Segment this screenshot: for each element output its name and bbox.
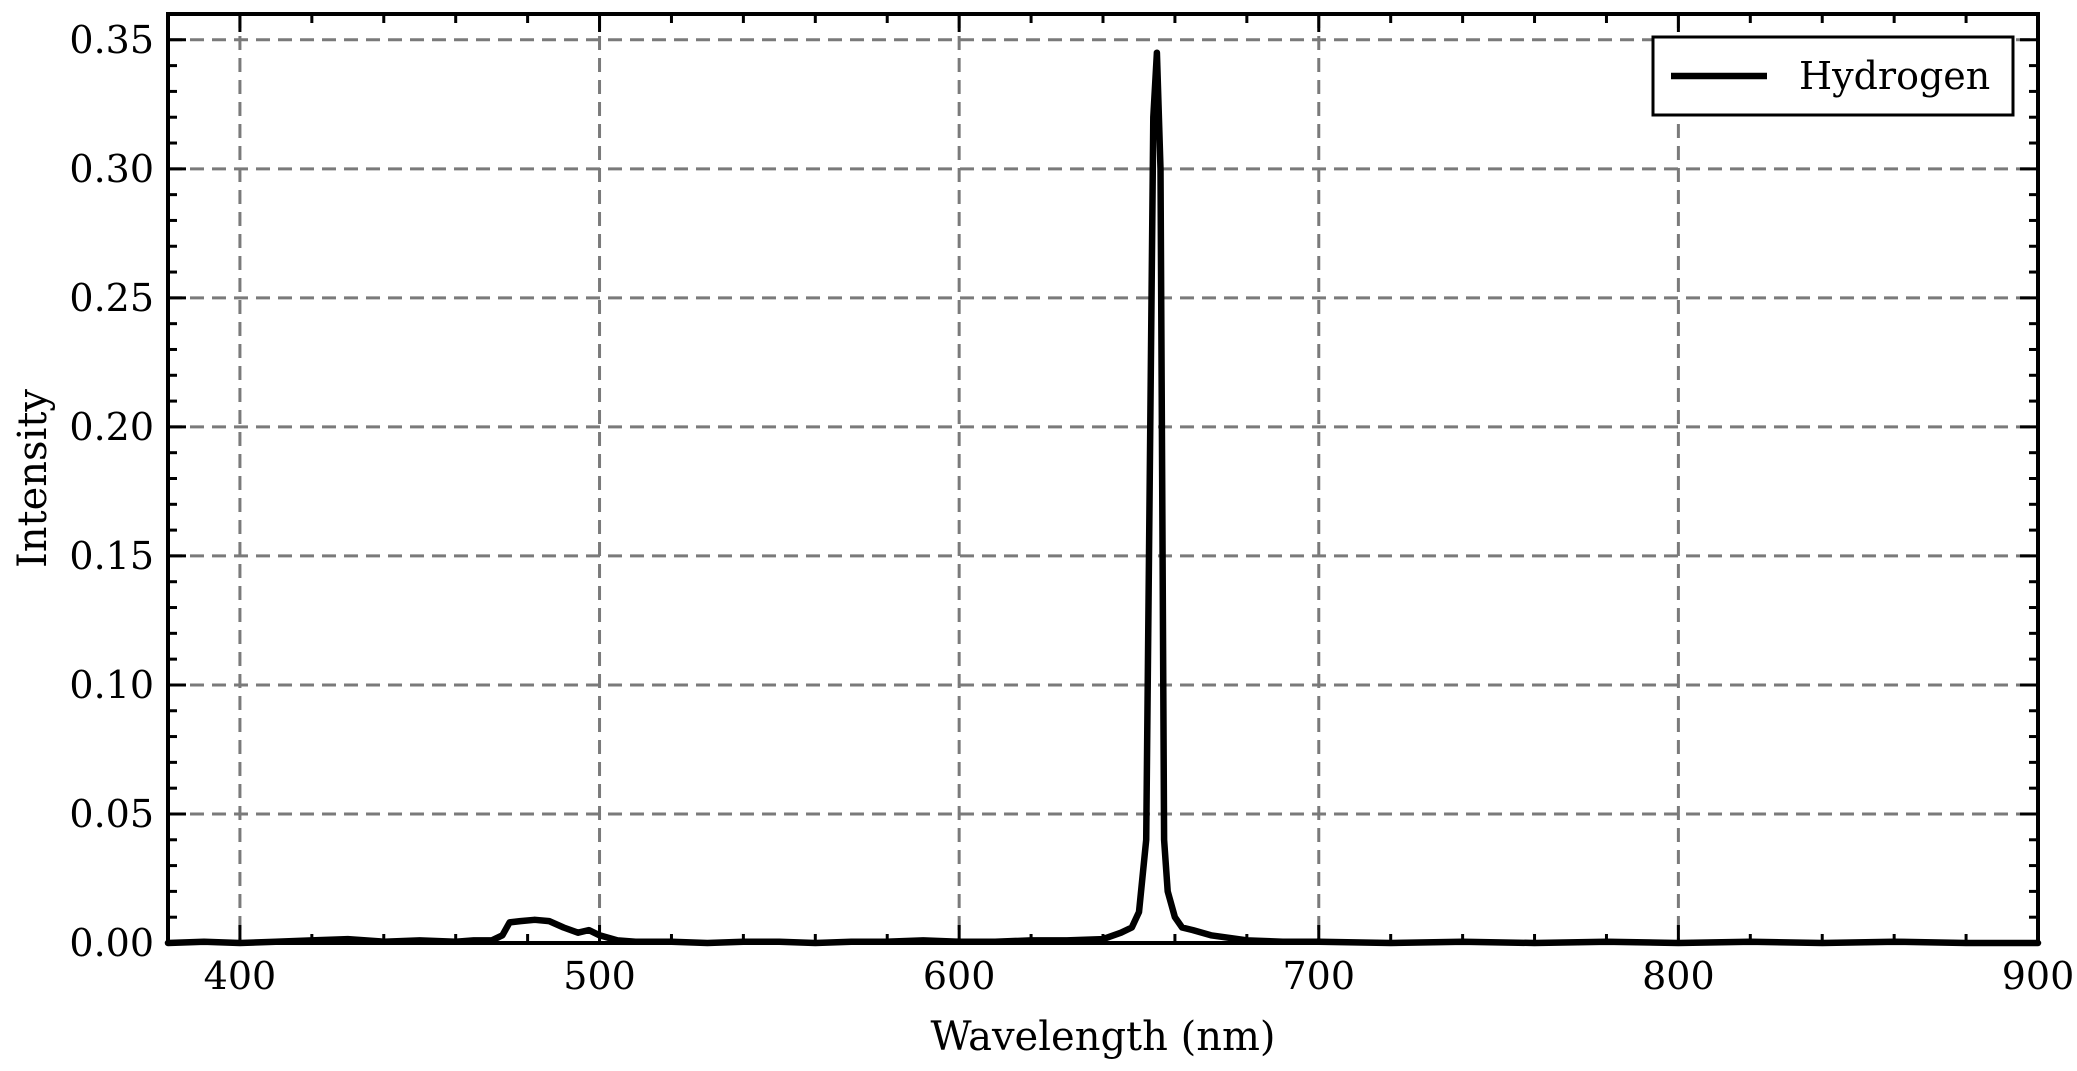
series-layer [164,49,2042,947]
x-axis-label: Wavelength (nm) [930,1014,1275,1060]
x-tick-label: 500 [563,954,636,998]
grid-lines [168,14,2038,943]
x-tick-labels: 400 500 600 700 800 900 [204,954,2075,998]
y-tick-label: 0.20 [69,405,154,449]
y-tick-label: 0.10 [69,663,154,707]
axis-ticks [166,12,2040,945]
x-tick-label: 700 [1283,954,1356,998]
x-tick-label: 400 [204,954,277,998]
y-tick-label: 0.00 [69,921,154,965]
legend-label-hydrogen: Hydrogen [1799,54,1990,98]
x-tick-label: 600 [923,954,996,998]
plot-frame [166,12,2040,945]
legend-box [1651,35,2015,117]
y-tick-label: 0.15 [69,534,154,578]
x-tick-label: 800 [1642,954,1715,998]
y-tick-label: 0.25 [69,276,154,320]
y-axis-label: Intensity [10,389,56,568]
y-tick-label: 0.35 [69,18,154,62]
x-tick-label: 900 [2002,954,2075,998]
legend: Hydrogen [1651,35,2015,117]
y-tick-labels: 0.00 0.05 0.10 0.15 0.20 0.25 0.30 0.35 [69,18,154,965]
series-line-hydrogen [164,49,2042,947]
y-tick-label: 0.05 [69,792,154,836]
y-tick-label: 0.30 [69,147,154,191]
